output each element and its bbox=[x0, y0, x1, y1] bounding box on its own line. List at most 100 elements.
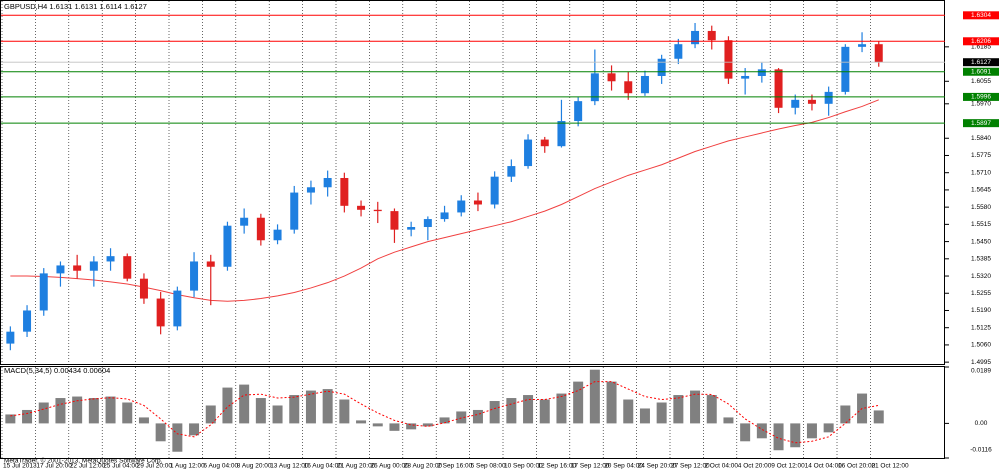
candle-body bbox=[89, 261, 98, 271]
x-tick-label: 17 Jul 20:00 bbox=[36, 463, 72, 470]
candle-body bbox=[357, 205, 366, 210]
x-tick-label: 20 Sep 04:00 bbox=[604, 463, 643, 470]
candle-body bbox=[590, 73, 599, 102]
candle-body bbox=[757, 69, 766, 76]
macd-bar bbox=[523, 395, 534, 424]
macd-bar bbox=[222, 387, 233, 424]
macd-bar bbox=[790, 423, 801, 448]
macd-bar bbox=[55, 398, 66, 424]
y-tick-label: 1.5840 bbox=[971, 135, 991, 142]
candle-body bbox=[73, 265, 82, 271]
candle-body bbox=[156, 298, 165, 327]
macd-bar bbox=[189, 423, 200, 436]
x-tick-label: 2 Oct 04:00 bbox=[704, 463, 738, 470]
macd-bar bbox=[372, 423, 383, 427]
candle-body bbox=[423, 219, 432, 228]
candle-body bbox=[340, 177, 349, 206]
macd-panel bbox=[0, 366, 945, 459]
candle-body bbox=[273, 229, 282, 241]
candle-body bbox=[724, 40, 733, 79]
x-tick-label: 5 Sep 08:00 bbox=[471, 463, 506, 470]
level-box bbox=[963, 37, 999, 46]
level-box bbox=[963, 11, 999, 20]
level-box bbox=[963, 67, 999, 76]
macd-bar bbox=[723, 417, 734, 424]
macd-bar bbox=[773, 423, 784, 451]
x-tick-label: 27 Sep 12:00 bbox=[671, 463, 710, 470]
macd-bar bbox=[489, 401, 500, 424]
x-tick-label: 22 Jul 12:00 bbox=[70, 463, 106, 470]
candle-body bbox=[106, 256, 115, 262]
candle-body bbox=[39, 273, 48, 311]
macd-bar bbox=[756, 423, 767, 439]
candle-body bbox=[306, 187, 315, 193]
x-tick-label: 28 Aug 20:00 bbox=[404, 463, 443, 470]
x-tick-label: 29 Jul 20:00 bbox=[137, 463, 173, 470]
candle-body bbox=[206, 261, 215, 267]
level-label: 1.6304 bbox=[971, 12, 991, 19]
macd-bar bbox=[22, 409, 33, 424]
candle-body bbox=[540, 139, 549, 147]
x-tick-label: 9 Oct 12:00 bbox=[771, 463, 805, 470]
level-label: 1.5897 bbox=[971, 120, 991, 127]
macd-bar bbox=[356, 420, 367, 424]
y-tick-label: 0.0189 bbox=[971, 368, 991, 375]
candle-body bbox=[323, 177, 332, 188]
x-tick-label: 1 Aug 12:00 bbox=[170, 463, 205, 470]
candle-body bbox=[123, 256, 132, 279]
y-tick-label: 1.5775 bbox=[971, 152, 991, 159]
macd-bar bbox=[740, 423, 751, 442]
macd-bar bbox=[706, 395, 717, 424]
candle-body bbox=[557, 121, 566, 147]
candle-body bbox=[507, 166, 516, 177]
candle-body bbox=[223, 225, 232, 267]
y-tick-label: 1.6185 bbox=[971, 44, 991, 51]
y-tick-label: 1.5385 bbox=[971, 256, 991, 263]
level-box bbox=[963, 92, 999, 101]
x-tick-label: 21 Aug 20:00 bbox=[337, 463, 376, 470]
candle-body bbox=[691, 30, 700, 45]
macd-bar bbox=[406, 423, 417, 430]
candle-body bbox=[390, 211, 399, 230]
x-tick-label: 14 Oct 04:00 bbox=[805, 463, 843, 470]
macd-bar bbox=[205, 405, 216, 424]
macd-bar bbox=[690, 390, 701, 424]
candle-body bbox=[741, 75, 750, 79]
level-label: 1.6091 bbox=[971, 68, 991, 75]
x-tick-label: 16 Oct 20:00 bbox=[838, 463, 876, 470]
macd-bar bbox=[138, 417, 149, 424]
candle-body bbox=[56, 265, 65, 274]
macd-bar bbox=[88, 398, 99, 424]
macd-bar bbox=[439, 417, 450, 424]
macd-bar bbox=[172, 423, 183, 452]
x-tick-label: 6 Aug 04:00 bbox=[203, 463, 238, 470]
macd-bar bbox=[673, 395, 684, 424]
candle-body bbox=[139, 278, 148, 299]
candle-body bbox=[440, 212, 449, 220]
moving-average bbox=[10, 99, 879, 302]
macd-bar bbox=[873, 410, 884, 424]
macd-bar bbox=[272, 405, 283, 424]
macd-bar bbox=[623, 399, 634, 424]
candle-body bbox=[190, 261, 199, 291]
level-box bbox=[963, 119, 999, 128]
y-tick-label: 1.6055 bbox=[971, 78, 991, 85]
x-tick-label: 21 Oct 12:00 bbox=[871, 463, 909, 470]
candle-body bbox=[607, 73, 616, 82]
footer: MetaTrader, © 2001-2013, MetaQuotes Soft… bbox=[4, 457, 163, 465]
candle-body bbox=[707, 30, 716, 41]
candle-body bbox=[490, 176, 499, 205]
macd-bar bbox=[122, 402, 133, 424]
y-tick-label: 0.00 bbox=[975, 420, 988, 427]
y-tick-label: 1.5255 bbox=[971, 290, 991, 297]
macd-bar bbox=[322, 389, 333, 424]
x-tick-label: 25 Jul 04:00 bbox=[103, 463, 139, 470]
level-label: 1.5996 bbox=[971, 94, 991, 101]
macd-bar bbox=[305, 390, 316, 424]
x-tick-label: 24 Sep 20:00 bbox=[638, 463, 677, 470]
macd-bar bbox=[823, 423, 834, 433]
y-tick-label: 1.5710 bbox=[971, 169, 991, 176]
candle-body bbox=[23, 310, 32, 332]
macd-bar bbox=[72, 396, 83, 424]
